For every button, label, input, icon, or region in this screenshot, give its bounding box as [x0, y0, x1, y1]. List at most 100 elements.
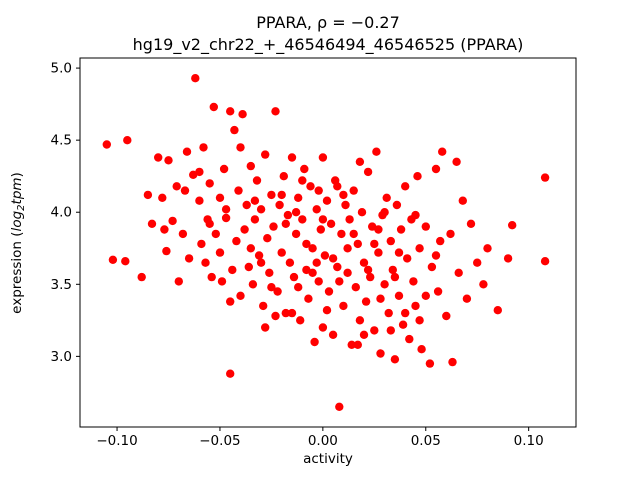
data-point — [380, 208, 389, 217]
axis-tick-marks — [76, 67, 530, 431]
data-point — [390, 272, 400, 282]
data-point — [411, 210, 420, 220]
data-point — [372, 147, 381, 156]
data-point — [252, 176, 262, 185]
data-point — [271, 107, 280, 116]
data-point — [108, 255, 118, 264]
data-point — [234, 186, 243, 195]
data-point — [219, 164, 229, 174]
data-point — [431, 251, 441, 260]
data-point — [355, 157, 365, 166]
data-point — [195, 196, 204, 205]
data-point — [343, 244, 352, 253]
x-tick-label: 0.05 — [411, 433, 441, 449]
data-point — [254, 251, 264, 260]
data-point — [386, 326, 395, 335]
data-point — [271, 311, 280, 321]
data-point — [462, 294, 472, 303]
data-point — [168, 216, 177, 226]
data-point — [454, 268, 463, 277]
data-point — [217, 277, 227, 286]
data-point — [388, 265, 397, 275]
data-point — [421, 291, 430, 300]
data-point — [380, 280, 389, 289]
data-point — [390, 355, 400, 364]
data-point — [322, 196, 332, 205]
data-point — [347, 340, 356, 349]
data-point — [409, 277, 418, 286]
data-point — [308, 268, 317, 277]
data-point — [201, 258, 210, 267]
data-point — [341, 200, 350, 210]
data-point — [164, 156, 173, 165]
data-point — [508, 221, 517, 230]
data-point — [256, 258, 266, 267]
data-point — [273, 287, 282, 296]
y-tick-label: 4.5 — [51, 133, 72, 149]
data-point — [261, 150, 270, 159]
data-point — [452, 157, 461, 166]
data-point — [312, 258, 321, 267]
data-point — [296, 316, 305, 325]
plot-title: PPARA, ρ = −0.27 — [256, 13, 400, 32]
data-point — [320, 251, 330, 260]
data-point — [349, 229, 358, 239]
data-point — [285, 258, 295, 267]
data-point — [392, 200, 402, 210]
data-point — [349, 186, 358, 195]
data-point — [401, 308, 410, 318]
data-point — [394, 291, 404, 300]
data-point — [289, 272, 299, 282]
data-point — [339, 190, 348, 200]
data-point — [178, 229, 188, 239]
y-tick-label: 4.0 — [51, 205, 72, 221]
data-point — [394, 248, 404, 257]
y-tick-label: 5.0 — [51, 61, 72, 77]
data-point — [326, 219, 336, 228]
data-point — [345, 215, 354, 224]
data-point — [228, 265, 237, 275]
data-point — [357, 208, 367, 217]
data-point — [275, 200, 284, 210]
data-point — [384, 308, 393, 318]
data-point — [226, 369, 235, 378]
data-point — [503, 254, 513, 263]
data-point — [382, 193, 391, 202]
data-point — [318, 215, 328, 224]
data-point — [287, 153, 297, 162]
x-tick-label: −0.10 — [96, 433, 137, 449]
data-point — [417, 345, 426, 354]
data-point — [421, 222, 430, 231]
data-point — [298, 215, 307, 224]
data-point — [425, 359, 435, 368]
data-point — [240, 225, 249, 234]
data-point — [376, 294, 385, 303]
data-point — [207, 272, 216, 282]
data-point — [242, 200, 251, 210]
data-point — [540, 257, 550, 266]
data-point — [147, 219, 157, 228]
data-point — [398, 320, 408, 329]
data-point — [466, 219, 476, 228]
data-point — [376, 349, 385, 358]
data-point — [370, 239, 379, 249]
x-tick-label: 0.10 — [514, 433, 544, 449]
data-point — [269, 222, 278, 231]
data-point — [238, 110, 247, 119]
y-tick-label: 3.5 — [51, 277, 72, 293]
y-axis-label: expression (log2tpm) — [9, 172, 27, 314]
data-point — [322, 306, 332, 315]
data-point — [396, 225, 406, 234]
x-tick-label: 0.00 — [308, 433, 338, 449]
data-point — [287, 308, 297, 318]
data-point — [415, 244, 424, 253]
data-point — [363, 167, 373, 177]
data-point — [226, 297, 235, 306]
data-point — [205, 219, 214, 228]
data-point — [244, 262, 253, 272]
data-point — [374, 248, 383, 257]
data-point — [355, 316, 365, 325]
data-point — [291, 208, 301, 217]
